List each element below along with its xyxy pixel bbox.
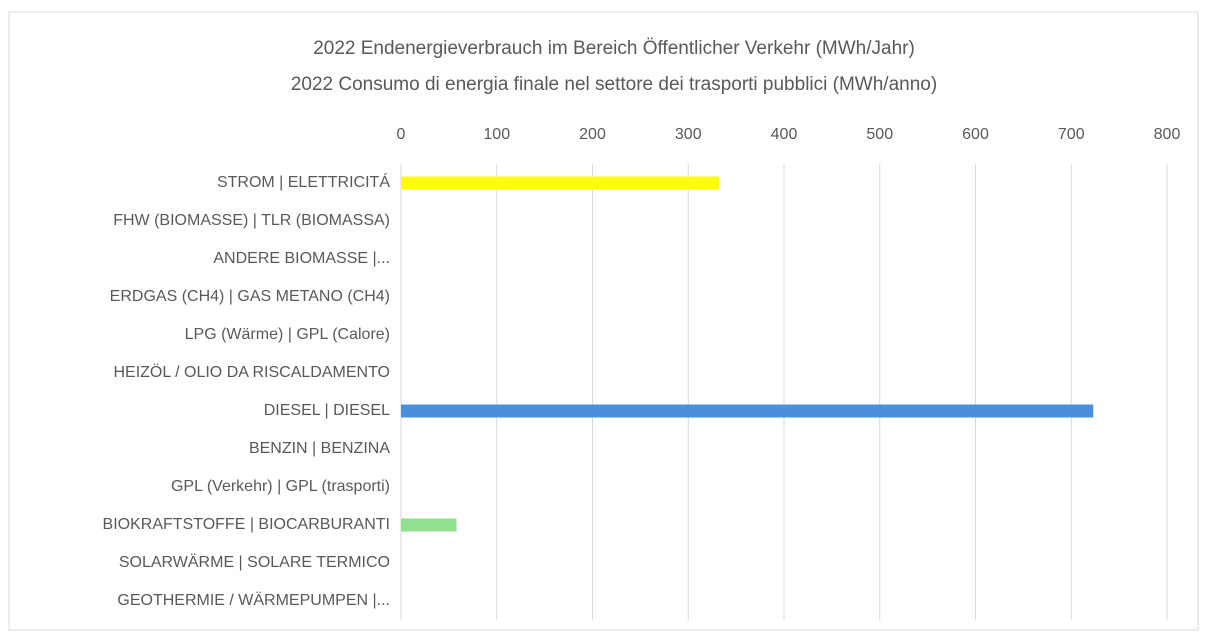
bar	[401, 176, 719, 190]
x-tick-label: 400	[771, 126, 798, 143]
x-tick-label: 600	[962, 126, 989, 143]
y-tick-label: SOLARWÄRME | SOLARE TERMICO	[119, 553, 390, 571]
chart-subtitle: 2022 Consumo di energia finale nel setto…	[291, 74, 937, 95]
y-tick-label: FHW (BIOMASSE) | TLR (BIOMASSA)	[113, 212, 390, 229]
y-tick-label: DIESEL | DIESEL	[264, 402, 390, 419]
x-tick-label: 700	[1058, 126, 1085, 143]
y-tick-label: HEIZÖL / OLIO DA RISCALDAMENTO	[113, 363, 390, 381]
bar	[401, 518, 457, 532]
y-tick-label: GPL (Verkehr) | GPL (trasporti)	[171, 478, 390, 495]
chart-frame	[8, 11, 1199, 631]
x-tick-label: 300	[675, 126, 702, 143]
chart-title: 2022 Endenergieverbrauch im Bereich Öffe…	[313, 38, 915, 59]
x-tick-label: 200	[579, 126, 606, 143]
y-tick-label: STROM | ELETTRICITÁ	[217, 172, 390, 191]
y-tick-label: BIOKRAFTSTOFFE | BIOCARBURANTI	[103, 516, 390, 533]
y-tick-label: ERDGAS (CH4) | GAS METANO (CH4)	[110, 288, 390, 305]
y-tick-label: ANDERE BIOMASSE |...	[213, 250, 390, 267]
x-tick-label: 0	[397, 126, 406, 143]
bar	[401, 404, 1094, 418]
x-tick-label: 100	[483, 126, 510, 143]
y-tick-label: BENZIN | BENZINA	[249, 440, 390, 457]
x-tick-label: 800	[1154, 126, 1181, 143]
y-tick-label: LPG (Wärme) | GPL (Calore)	[185, 326, 390, 343]
y-tick-label: GEOTHERMIE / WÄRMEPUMPEN |...	[117, 591, 390, 609]
x-tick-label: 500	[866, 126, 893, 143]
